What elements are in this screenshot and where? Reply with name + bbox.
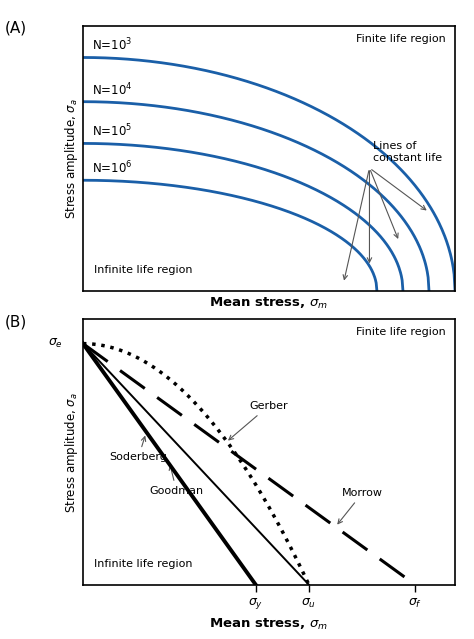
Text: (B): (B)	[5, 314, 27, 329]
X-axis label: Mean stress, $\boldsymbol{\sigma_m}$: Mean stress, $\boldsymbol{\sigma_m}$	[210, 296, 328, 311]
Y-axis label: Stress amplitude, $\sigma_a$: Stress amplitude, $\sigma_a$	[63, 392, 80, 512]
Y-axis label: Stress amplitude, $\sigma_a$: Stress amplitude, $\sigma_a$	[63, 98, 80, 219]
Text: Morrow: Morrow	[338, 488, 383, 524]
Text: Infinite life region: Infinite life region	[94, 558, 192, 569]
Text: Finite life region: Finite life region	[356, 33, 446, 43]
Text: N=10$^4$: N=10$^4$	[92, 81, 133, 98]
Text: (A): (A)	[5, 20, 27, 35]
Text: Soderberg: Soderberg	[109, 436, 167, 462]
Text: Lines of
constant life: Lines of constant life	[373, 141, 442, 163]
Text: N=10$^5$: N=10$^5$	[92, 123, 132, 140]
Text: $\sigma_e$: $\sigma_e$	[47, 337, 63, 350]
Text: N=10$^3$: N=10$^3$	[92, 37, 133, 54]
Text: Goodman: Goodman	[149, 466, 203, 496]
X-axis label: Mean stress, $\boldsymbol{\sigma_m}$: Mean stress, $\boldsymbol{\sigma_m}$	[210, 617, 328, 632]
Text: N=10$^6$: N=10$^6$	[92, 160, 133, 176]
Text: Gerber: Gerber	[229, 401, 288, 440]
Text: Finite life region: Finite life region	[356, 327, 446, 337]
Text: Infinite life region: Infinite life region	[94, 265, 192, 275]
